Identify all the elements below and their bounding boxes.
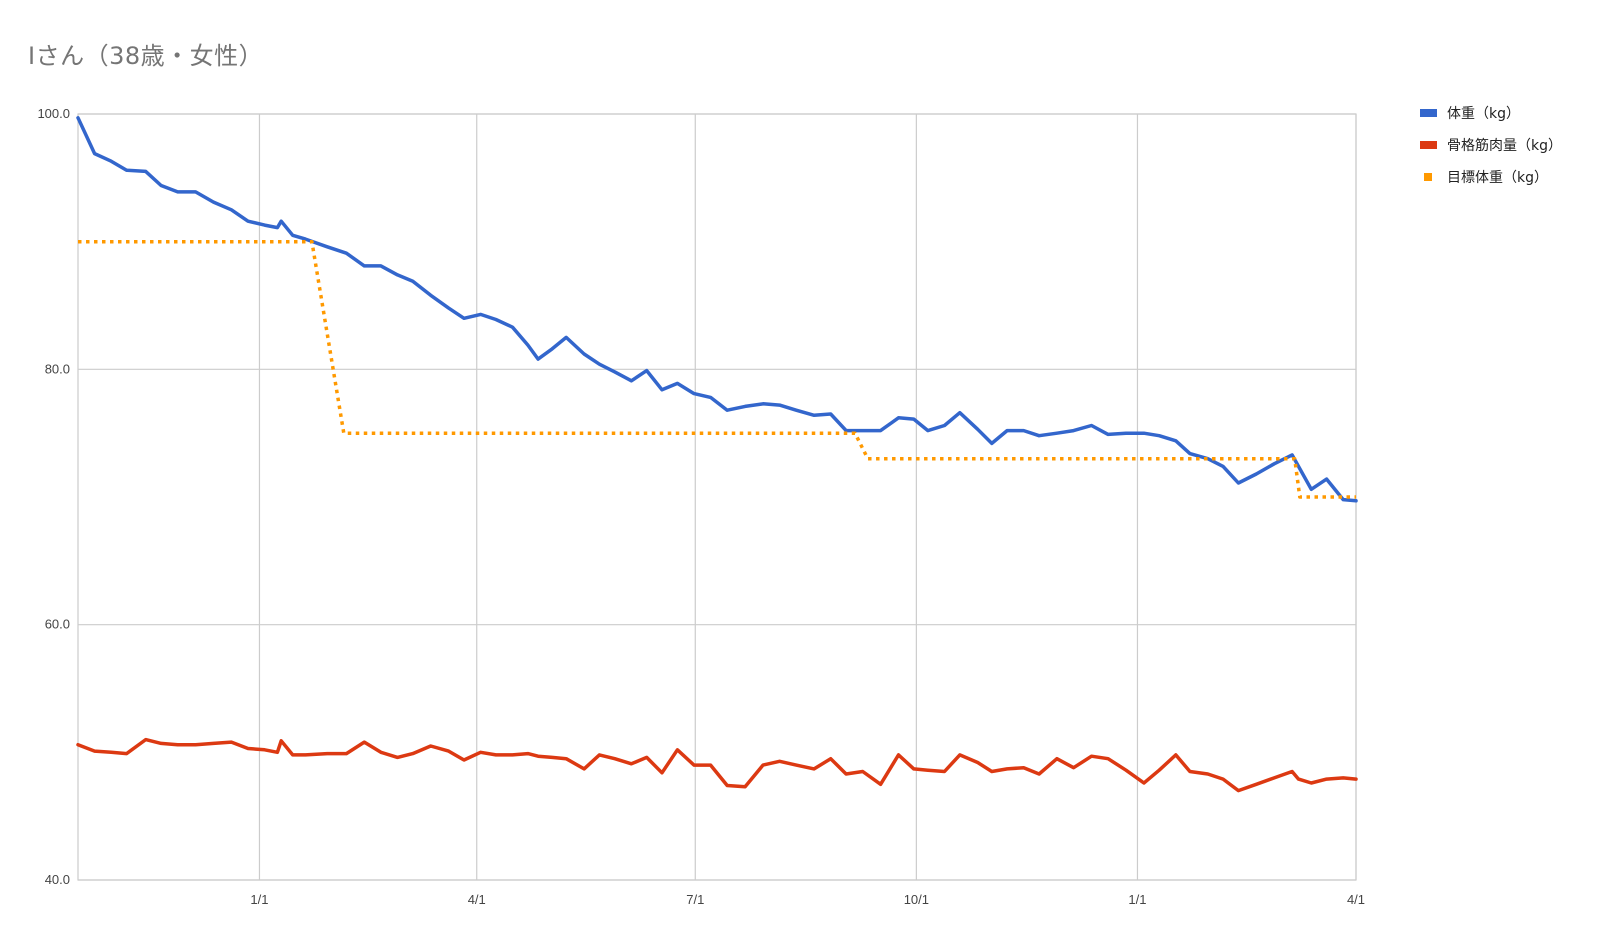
legend-label: 目標体重（kg） [1447,170,1548,186]
legend-swatch [1420,109,1437,117]
legend-label: 体重（kg） [1447,106,1520,122]
x-tick-label: 7/1 [686,892,704,907]
chart-title: Iさん（38歳・女性） [28,42,264,70]
legend-swatch [1424,173,1432,181]
series-line-0[interactable] [76,116,1358,503]
x-tick-label: 4/1 [468,892,486,907]
x-tick-label: 4/1 [1347,892,1365,907]
y-tick-label: 80.0 [45,361,70,376]
legend[interactable]: 体重（kg） 骨格筋肉量（kg） 目標体重（kg） [1420,106,1562,186]
series-line-2[interactable] [78,239,1356,499]
y-tick-label: 40.0 [45,872,70,887]
legend-swatch [1420,141,1437,149]
y-tick-label: 100.0 [37,106,70,121]
x-axis-ticks: 1/1 4/1 7/1 10/1 1/1 4/1 [250,892,1365,907]
series-line-1[interactable] [76,737,1358,793]
y-tick-label: 60.0 [45,617,70,632]
legend-label: 骨格筋肉量（kg） [1447,137,1562,154]
x-tick-label: 10/1 [904,892,929,907]
x-tick-label: 1/1 [1128,892,1146,907]
series-lines [76,116,1358,793]
x-tick-label: 1/1 [250,892,268,907]
y-axis-ticks: 100.0 80.0 60.0 40.0 [37,106,70,887]
